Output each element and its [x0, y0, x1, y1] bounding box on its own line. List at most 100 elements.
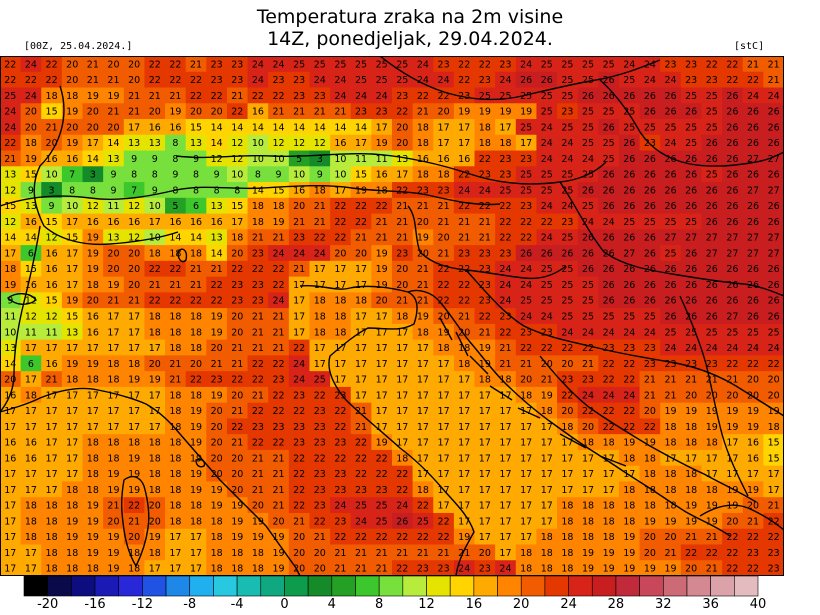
temperature-value-label: 9: [131, 154, 137, 165]
temperature-value-label: 24: [355, 516, 367, 527]
temperature-value-label: 24: [499, 280, 511, 291]
temperature-value-label: 18: [417, 485, 429, 496]
temperature-value-label: 26: [603, 248, 615, 259]
temperature-value-label: 11: [25, 327, 37, 338]
temperature-value-label: 22: [293, 343, 305, 354]
temperature-value-label: 10: [334, 170, 346, 181]
temperature-value-label: 15: [768, 453, 780, 464]
temperature-value-label: 18: [603, 516, 615, 527]
temperature-value-label: 18: [644, 501, 656, 512]
temperature-cell: [392, 150, 414, 167]
temperature-value-label: 22: [438, 280, 450, 291]
temperature-value-label: 23: [417, 185, 429, 196]
temperature-cell: [433, 119, 455, 136]
temperature-value-label: 26: [623, 233, 635, 244]
temperature-cell: [123, 56, 146, 73]
temperature-value-label: 24: [603, 327, 615, 338]
temperature-value-label: 17: [458, 453, 470, 464]
temperature-value-label: 22: [768, 516, 780, 527]
temperature-value-label: 15: [25, 264, 37, 275]
temperature-value-label: 17: [293, 327, 305, 338]
temperature-value-label: 26: [747, 107, 759, 118]
temperature-value-label: 25: [623, 122, 635, 133]
temperature-value-label: 21: [149, 280, 161, 291]
temperature-value-label: 24: [664, 138, 676, 149]
temperature-value-label: 14: [272, 122, 284, 133]
temperature-cell: [680, 182, 703, 199]
temperature-value-label: 26: [768, 138, 780, 149]
temperature-value-label: 17: [520, 438, 532, 449]
temperature-cell: [474, 182, 496, 199]
temperature-cell: [206, 150, 228, 167]
temperature-value-label: 22: [169, 296, 181, 307]
temperature-value-label: 21: [438, 248, 450, 259]
temperature-value-label: 21: [87, 75, 99, 86]
temperature-value-label: 22: [4, 75, 16, 86]
temperature-value-label: 20: [438, 107, 450, 118]
temperature-value-label: 18: [603, 532, 615, 543]
temperature-value-label: 26: [603, 91, 615, 102]
temperature-cell: [536, 119, 558, 136]
temperature-cell: [268, 56, 290, 73]
temperature-value-label: 24: [25, 91, 37, 102]
temperature-value-label: 20: [231, 312, 243, 323]
temperature-value-label: 22: [190, 296, 202, 307]
temperature-value-label: 26: [603, 185, 615, 196]
temperature-value-label: 22: [169, 75, 181, 86]
temperature-value-label: 17: [417, 343, 429, 354]
temperature-value-label: 15: [4, 201, 16, 212]
temperature-value-label: 23: [334, 390, 346, 401]
temperature-value-label: 13: [190, 138, 202, 149]
temperature-value-label: 26: [644, 107, 656, 118]
temperature-value-label: 19: [747, 422, 759, 433]
temperature-value-label: 24: [644, 327, 656, 338]
temperature-value-label: 17: [458, 390, 470, 401]
temperature-value-label: 23: [685, 75, 697, 86]
temperature-value-label: 18: [623, 516, 635, 527]
temperature-value-label: 18: [664, 469, 676, 480]
temperature-value-label: 10: [149, 233, 161, 244]
temperature-value-label: 24: [541, 122, 553, 133]
temperature-value-label: 22: [334, 532, 346, 543]
temperature-value-label: 22: [314, 516, 326, 527]
temperature-cell: [660, 56, 682, 73]
temperature-cell: [185, 87, 207, 104]
temperature-value-label: 13: [107, 233, 119, 244]
temperature-value-label: 17: [334, 343, 346, 354]
temperature-value-label: 25: [520, 296, 532, 307]
temperature-value-label: 23: [458, 91, 470, 102]
temperature-value-label: 20: [107, 248, 119, 259]
temperature-value-label: 12: [314, 138, 326, 149]
temperature-value-label: 20: [376, 296, 388, 307]
temperature-value-label: 18: [314, 296, 326, 307]
colorbar-swatch: [426, 575, 451, 597]
temperature-value-label: 19: [66, 296, 78, 307]
temperature-value-label: 27: [664, 233, 676, 244]
temperature-value-label: 20: [706, 390, 718, 401]
temperature-value-label: 26: [664, 170, 676, 181]
temperature-value-label: 25: [541, 170, 553, 181]
temperature-value-label: 25: [582, 138, 594, 149]
temperature-value-label: 26: [685, 296, 697, 307]
temperature-value-label: 22: [479, 59, 491, 70]
temperature-value-label: 17: [417, 453, 429, 464]
temperature-value-label: 23: [293, 233, 305, 244]
temperature-value-label: 22: [128, 501, 140, 512]
temperature-value-label: 19: [644, 438, 656, 449]
temperature-value-label: 26: [706, 264, 718, 275]
temperature-value-label: 21: [376, 548, 388, 559]
temperature-value-label: 22: [355, 532, 367, 543]
temperature-value-label: 17: [726, 438, 738, 449]
temperature-cell: [701, 166, 723, 183]
temperature-value-label: 21: [190, 59, 202, 70]
temperature-value-label: 18: [252, 548, 264, 559]
temperature-cell: [474, 134, 496, 152]
temperature-value-label: 18: [520, 390, 532, 401]
colorbar-tick: 0: [280, 597, 289, 612]
temperature-cell: [536, 182, 558, 199]
temperature-value-label: 19: [355, 185, 367, 196]
temperature-value-label: 17: [107, 312, 119, 323]
temperature-value-label: 26: [768, 264, 780, 275]
temperature-value-label: 26: [644, 264, 656, 275]
temperature-cell: [123, 103, 146, 120]
